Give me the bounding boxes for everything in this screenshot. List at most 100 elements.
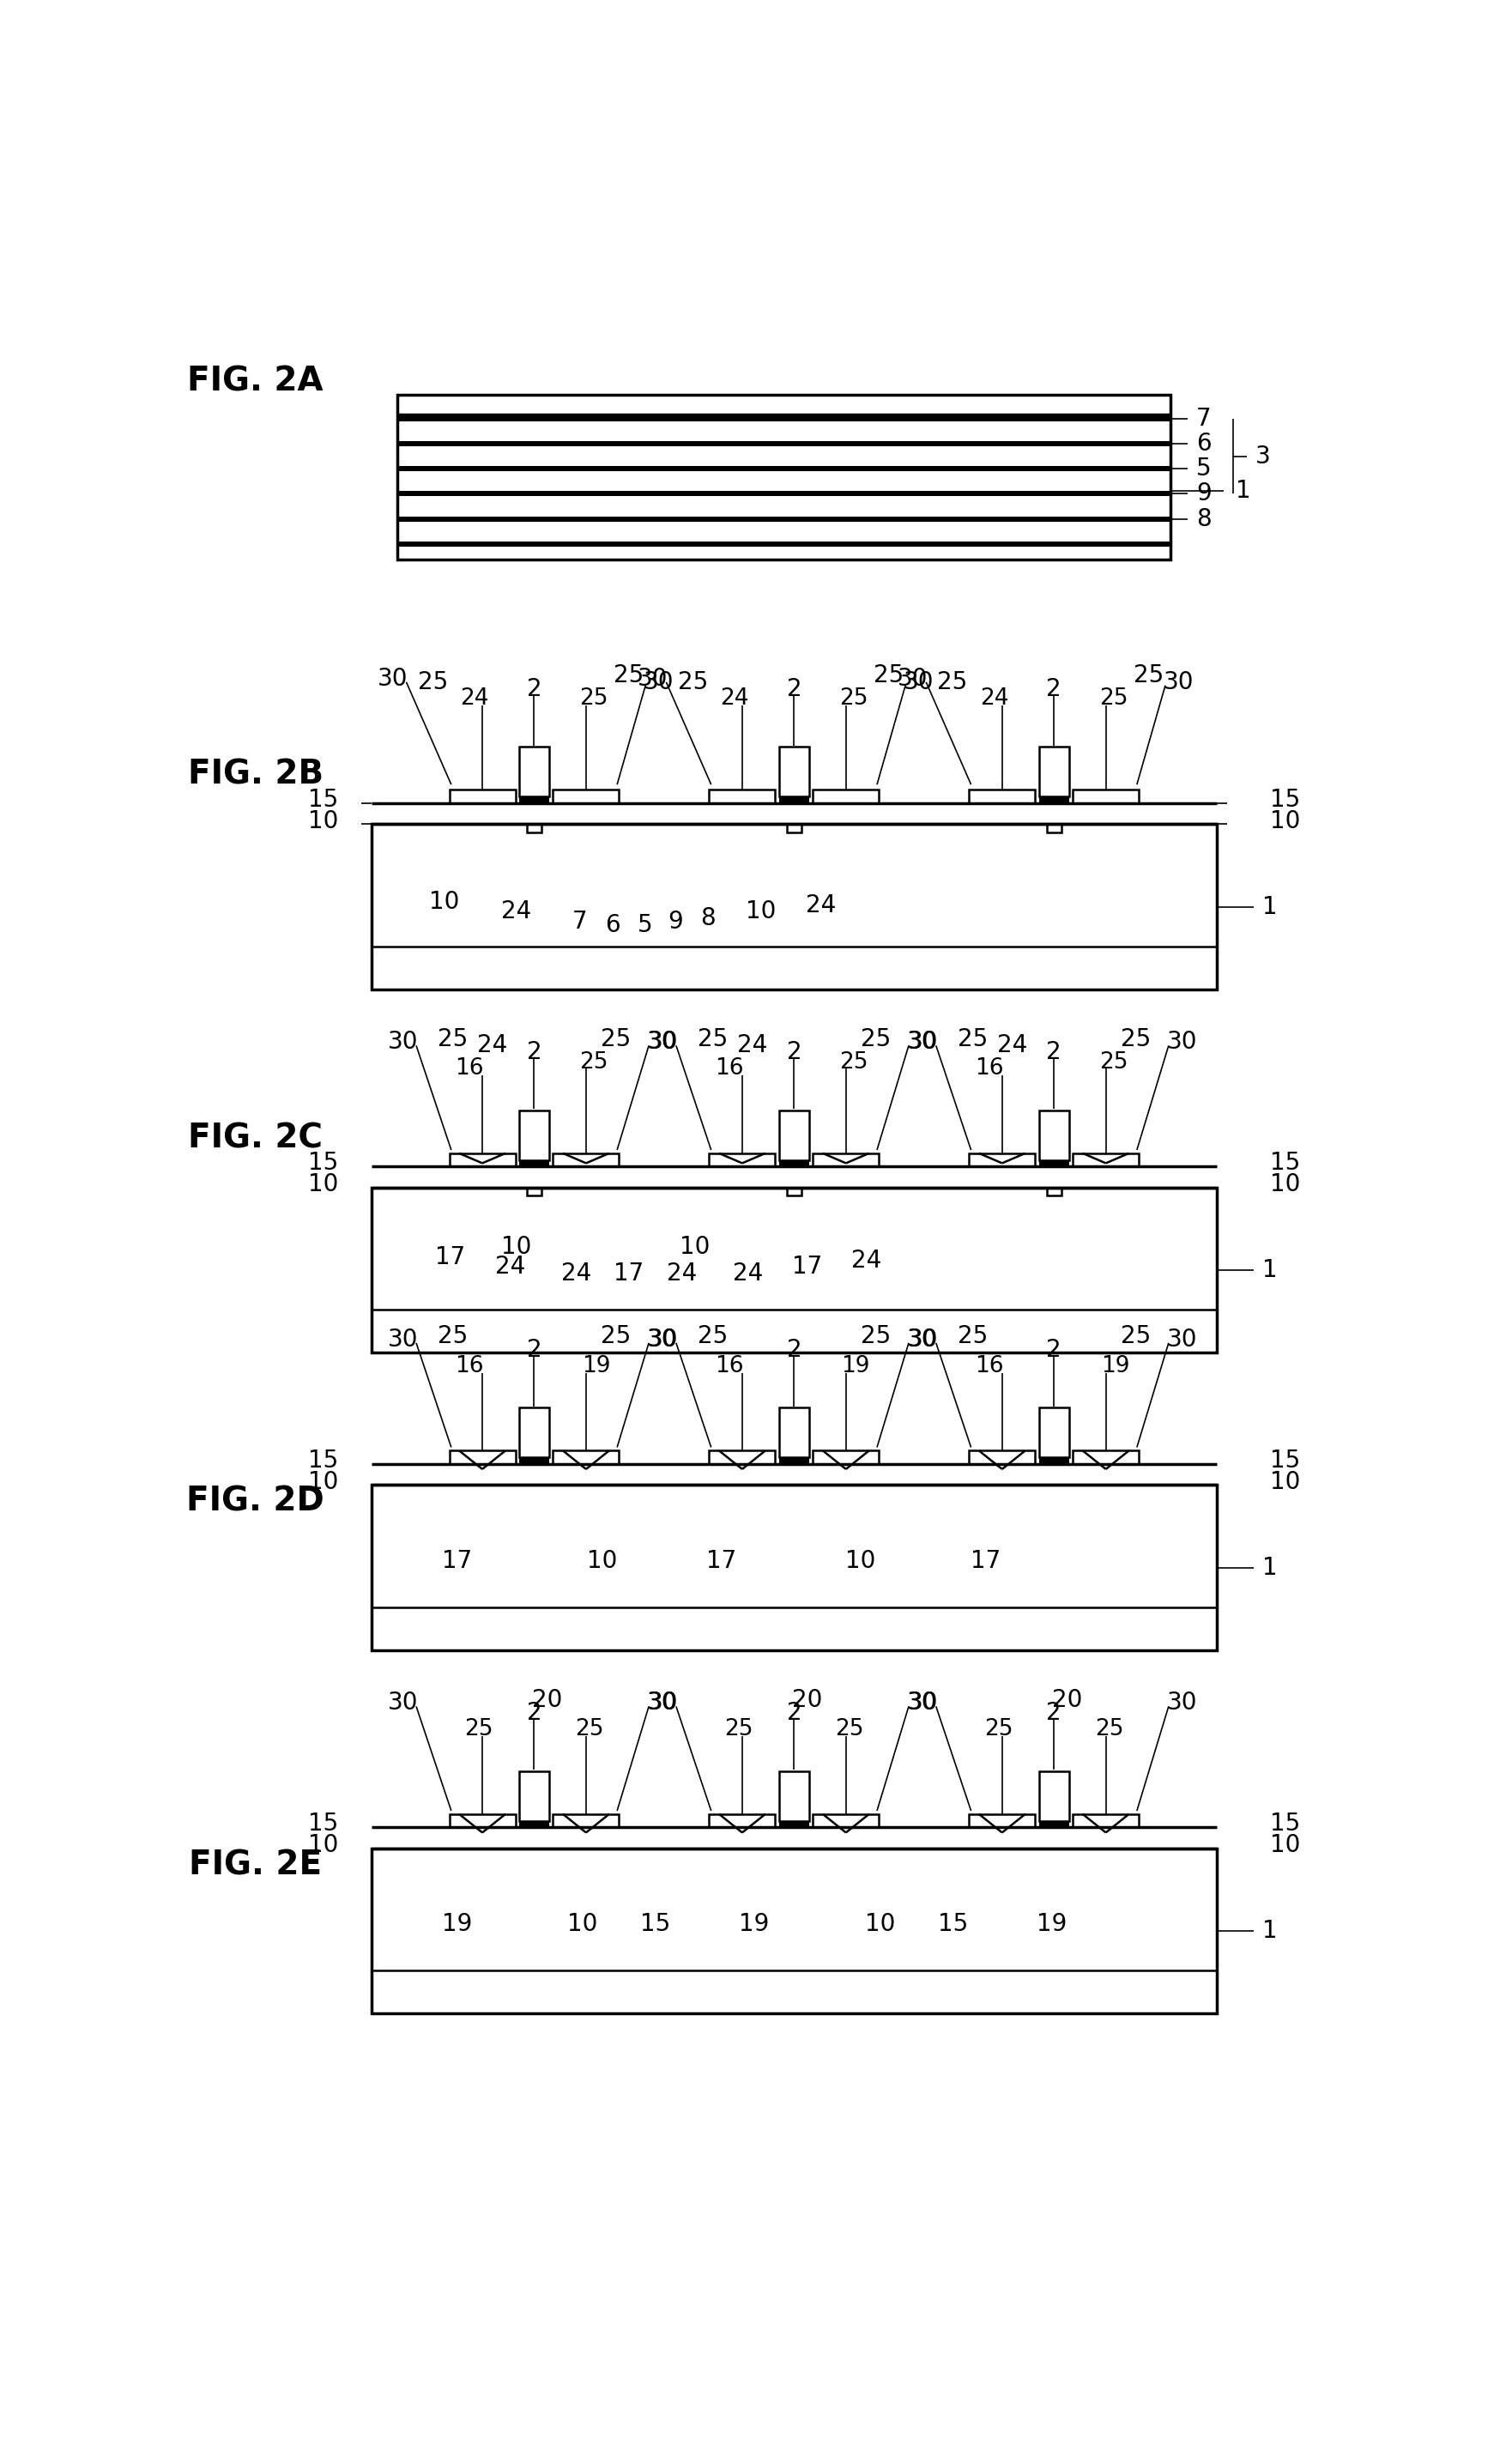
Text: 30: 30 (644, 670, 674, 695)
Bar (1074, 1153, 1139, 1167)
Text: 30: 30 (1167, 1030, 1198, 1054)
Bar (519, 746, 549, 796)
Text: 2: 2 (526, 677, 541, 702)
Text: 25: 25 (417, 670, 448, 695)
Text: 24: 24 (494, 1256, 525, 1278)
Text: 8: 8 (700, 906, 715, 931)
Text: 25: 25 (437, 1325, 467, 1347)
Text: 16: 16 (715, 1057, 744, 1079)
Bar (398, 394, 1170, 559)
Bar (779, 1111, 809, 1160)
Text: 24: 24 (733, 1261, 764, 1286)
Bar (519, 1111, 549, 1160)
Text: 15: 15 (1270, 1448, 1300, 1473)
Text: 24: 24 (460, 687, 488, 709)
Bar (449, 1451, 516, 1463)
Text: 25: 25 (697, 1027, 727, 1052)
Text: 19: 19 (582, 1355, 611, 1377)
Text: 10: 10 (745, 899, 776, 924)
Bar (519, 1409, 549, 1458)
Text: 20: 20 (532, 1687, 562, 1712)
Bar (1039, 796, 1069, 803)
Text: 2: 2 (526, 1337, 541, 1362)
Text: FIG. 2B: FIG. 2B (187, 759, 324, 791)
Bar (779, 746, 809, 796)
Bar (1074, 1451, 1139, 1463)
Text: 15: 15 (308, 788, 339, 813)
Text: 10: 10 (865, 1911, 895, 1936)
Text: 30: 30 (647, 1328, 677, 1352)
Text: 30: 30 (647, 1328, 679, 1352)
Text: 15: 15 (308, 1813, 339, 1835)
Text: 25: 25 (839, 1052, 868, 1074)
Text: 2: 2 (786, 677, 801, 702)
Bar (786, 1187, 801, 1195)
Bar (370, 1187, 1217, 1352)
Text: 2: 2 (786, 1337, 801, 1362)
Bar (1039, 1160, 1069, 1167)
Text: 5: 5 (638, 914, 653, 936)
Text: 25: 25 (614, 663, 644, 687)
Bar (709, 1815, 776, 1828)
Bar (553, 1815, 618, 1828)
Text: 10: 10 (1270, 1832, 1300, 1857)
Text: FIG. 2D: FIG. 2D (186, 1485, 325, 1517)
Bar (399, 517, 1169, 522)
Text: 24: 24 (736, 1034, 767, 1057)
Bar (370, 1485, 1217, 1650)
Bar (1039, 1458, 1069, 1463)
Text: 10: 10 (845, 1549, 875, 1574)
Text: 2: 2 (1046, 677, 1061, 702)
Text: 30: 30 (907, 1328, 937, 1352)
Text: 30: 30 (387, 1692, 419, 1714)
Text: 10: 10 (308, 1470, 339, 1493)
Text: 10: 10 (429, 889, 460, 914)
Bar (519, 1820, 549, 1828)
Bar (526, 825, 541, 832)
Text: 30: 30 (638, 667, 668, 690)
Bar (1039, 1820, 1069, 1828)
Text: 24: 24 (980, 687, 1009, 709)
Text: 2: 2 (1046, 1337, 1061, 1362)
Text: 20: 20 (1052, 1687, 1083, 1712)
Text: 2: 2 (526, 1702, 541, 1724)
Text: 2: 2 (1046, 1039, 1061, 1064)
Text: 25: 25 (1095, 1719, 1123, 1741)
Text: 10: 10 (680, 1234, 711, 1259)
Text: 30: 30 (907, 1692, 937, 1714)
Text: 30: 30 (907, 1030, 937, 1054)
Text: 10: 10 (502, 1234, 532, 1259)
Text: 10: 10 (308, 808, 339, 832)
Bar (779, 1771, 809, 1820)
Bar (370, 825, 1217, 990)
Text: 24: 24 (478, 1034, 508, 1057)
Text: 25: 25 (874, 663, 904, 687)
Text: 15: 15 (640, 1911, 670, 1936)
Text: 25: 25 (575, 1719, 603, 1741)
Text: 25: 25 (984, 1719, 1013, 1741)
Text: 16: 16 (455, 1355, 484, 1377)
Text: 17: 17 (614, 1261, 644, 1286)
Text: 19: 19 (842, 1355, 871, 1377)
Bar (1074, 1815, 1139, 1828)
Text: 30: 30 (1163, 670, 1194, 695)
Text: 1: 1 (1263, 1259, 1278, 1283)
Text: 30: 30 (1167, 1328, 1198, 1352)
Text: 30: 30 (907, 1030, 937, 1054)
Bar (519, 1160, 549, 1167)
Text: 16: 16 (975, 1057, 1004, 1079)
Text: 7: 7 (1196, 406, 1211, 431)
Text: 17: 17 (435, 1244, 466, 1268)
Text: 3: 3 (1255, 443, 1270, 468)
Bar (449, 1815, 516, 1828)
Bar (779, 1458, 809, 1463)
Text: 2: 2 (786, 1039, 801, 1064)
Text: 10: 10 (308, 1832, 339, 1857)
Text: 25: 25 (437, 1027, 467, 1052)
Text: 9: 9 (667, 909, 683, 933)
Text: 25: 25 (957, 1027, 987, 1052)
Text: 24: 24 (667, 1261, 697, 1286)
Text: 30: 30 (907, 1328, 937, 1352)
Text: 20: 20 (792, 1687, 823, 1712)
Text: 17: 17 (706, 1549, 736, 1574)
